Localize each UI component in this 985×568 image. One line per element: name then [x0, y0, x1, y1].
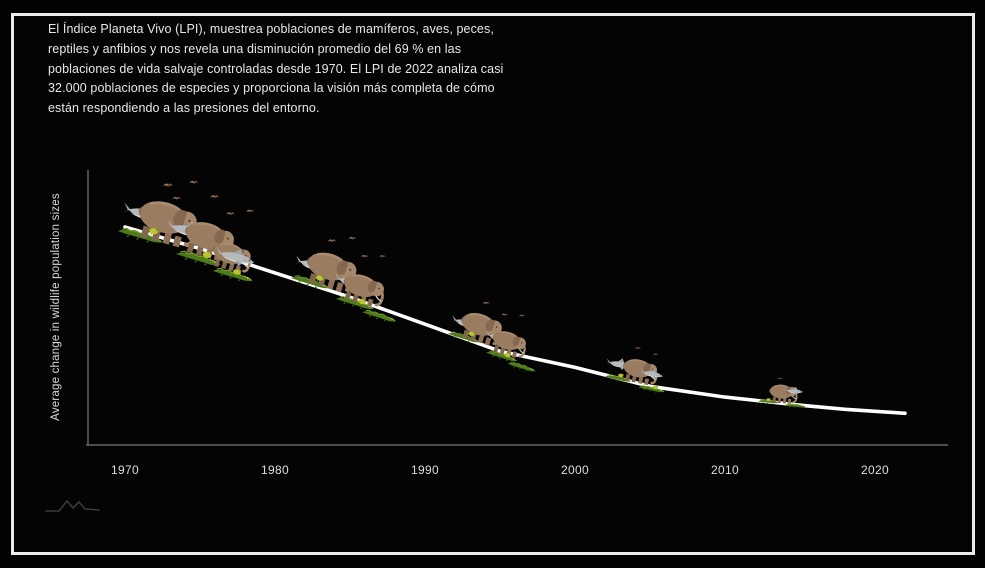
mountain-signature-icon: [45, 500, 100, 512]
bird-icon: [501, 313, 509, 316]
intro-paragraph: El Índice Planeta Vivo (LPI), muestrea p…: [48, 22, 504, 115]
bird-icon: [226, 211, 236, 216]
bird-icon: [518, 314, 526, 317]
bird-icon: [652, 353, 659, 356]
eleph-icon: [767, 382, 799, 406]
x-tick-label-1980: 1980: [261, 463, 289, 477]
animal-illustrations: [116, 180, 806, 410]
bird-icon: [378, 254, 387, 258]
croc-icon: [506, 360, 537, 375]
bird-icon: [189, 180, 199, 185]
bird-icon: [172, 196, 182, 201]
animal-group-1990s: [446, 301, 537, 375]
x-tick-label-1990: 1990: [411, 463, 439, 477]
bird-icon: [777, 377, 783, 380]
x-tick-label-2000: 2000: [561, 463, 589, 477]
bird-icon: [360, 254, 369, 258]
bird-icon: [348, 236, 357, 240]
bird-icon: [209, 194, 220, 199]
bird-icon: [482, 301, 491, 305]
lpi-trend-line: [123, 225, 907, 416]
x-tick-label-1970: 1970: [111, 463, 139, 477]
x-tick-label-2020: 2020: [861, 463, 889, 477]
bird-icon: [245, 209, 255, 213]
bird-icon: [162, 183, 174, 188]
animal-group-1980s: [289, 236, 398, 326]
bird-icon: [634, 346, 642, 350]
bird-icon: [327, 239, 337, 243]
x-tick-label-2010: 2010: [711, 463, 739, 477]
frame-border: [11, 13, 975, 555]
